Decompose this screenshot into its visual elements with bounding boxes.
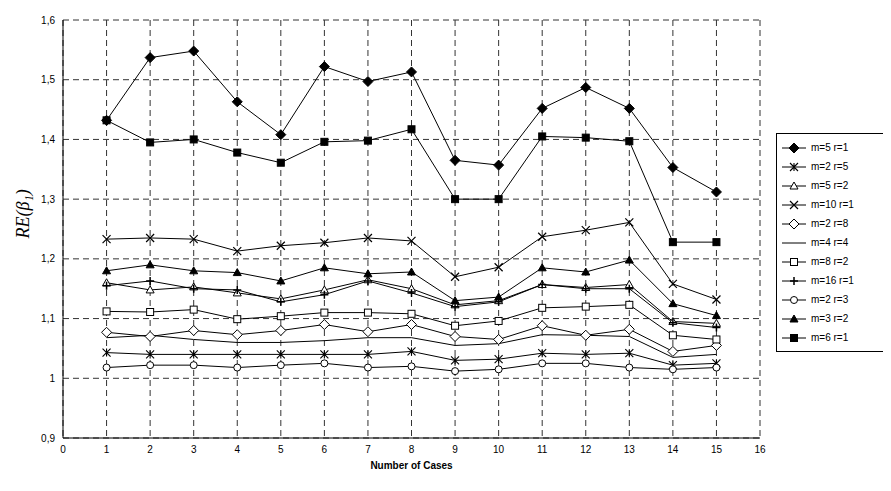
- svg-text:5: 5: [278, 444, 284, 455]
- svg-text:1: 1: [104, 444, 110, 455]
- svg-text:2: 2: [147, 444, 153, 455]
- svg-text:12: 12: [580, 444, 592, 455]
- html-text:Number of Cases: Number of Cases: [370, 460, 453, 471]
- svg-text:11: 11: [537, 444, 548, 455]
- svg-text:15: 15: [711, 444, 723, 455]
- svg-text:13: 13: [624, 444, 636, 455]
- svg-text:7: 7: [365, 444, 371, 455]
- html-text:m=2 r=3: m=2 r=3: [811, 294, 849, 305]
- html-text:m=5 r=2: m=5 r=2: [811, 180, 849, 191]
- svg-text:0,9: 0,9: [41, 433, 55, 444]
- svg-text:4: 4: [234, 444, 240, 455]
- svg-text:1: 1: [49, 373, 55, 384]
- html-text:m=16 r=1: m=16 r=1: [811, 275, 854, 286]
- svg-text:8: 8: [409, 444, 415, 455]
- html-text:m=3 r=2: m=3 r=2: [811, 313, 849, 324]
- svg-text:1,1: 1,1: [41, 313, 55, 324]
- html-text:m=10 r=1: m=10 r=1: [811, 199, 854, 210]
- svg-text:1,2: 1,2: [41, 253, 55, 264]
- svg-text:14: 14: [667, 444, 679, 455]
- html-text:m=5 r=1: m=5 r=1: [811, 142, 849, 153]
- svg-text:6: 6: [322, 444, 328, 455]
- svg-text:1,6: 1,6: [41, 15, 55, 26]
- svg-text:3: 3: [191, 444, 197, 455]
- html-text:m=4 r=4: m=4 r=4: [811, 237, 849, 248]
- html-text:RE(β₁): RE(β₁): [12, 189, 33, 239]
- svg-text:16: 16: [754, 444, 766, 455]
- html-text:m=2 r=5: m=2 r=5: [811, 161, 849, 172]
- html-text:m=6 r=1: m=6 r=1: [811, 332, 849, 343]
- html-text:m=8 r=2: m=8 r=2: [811, 256, 849, 267]
- html-text:m=2 r=8: m=2 r=8: [811, 218, 849, 229]
- svg-text:10: 10: [493, 444, 505, 455]
- svg-text:0: 0: [60, 444, 66, 455]
- svg-text:1,3: 1,3: [41, 194, 55, 205]
- svg-text:1,4: 1,4: [41, 134, 55, 145]
- svg-text:9: 9: [452, 444, 458, 455]
- svg-text:1,5: 1,5: [41, 74, 55, 85]
